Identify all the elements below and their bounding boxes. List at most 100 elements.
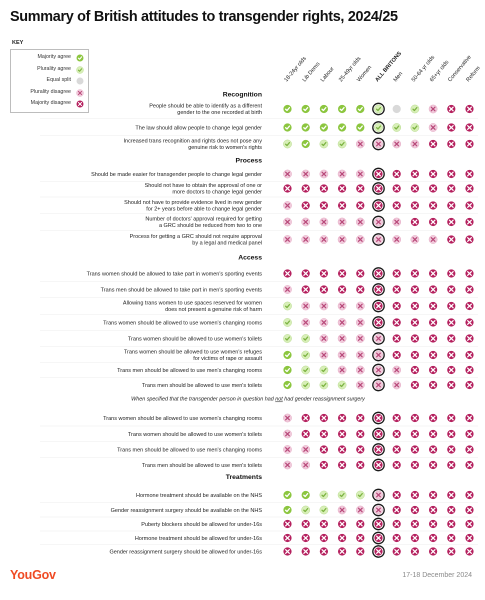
status-marker	[337, 318, 347, 327]
status-marker	[301, 533, 310, 543]
status-marker	[465, 269, 474, 278]
row-label: People should be able to identify as a d…	[149, 104, 262, 110]
status-marker	[283, 365, 292, 375]
status-marker	[283, 350, 292, 360]
status-marker	[372, 332, 385, 345]
row-label: Trans women should be allowed to use wom…	[124, 350, 262, 356]
status-marker	[392, 505, 401, 515]
status-marker	[355, 380, 365, 390]
status-marker	[338, 413, 347, 423]
status-marker	[319, 104, 328, 114]
status-marker	[337, 490, 347, 500]
table-row: The law should allow people to change le…	[40, 121, 478, 136]
status-marker	[337, 365, 347, 375]
row-label: Trans women should be allowed to use wom…	[128, 432, 262, 438]
status-marker	[429, 334, 438, 343]
status-marker	[355, 139, 365, 149]
status-marker	[301, 547, 310, 556]
status-marker	[319, 201, 328, 210]
legend-swatch-mark	[76, 54, 84, 62]
table-row: Process for getting a GRC should not req…	[130, 233, 474, 247]
row-label: Trans women should be allowed to use wom…	[128, 336, 262, 342]
status-marker	[410, 519, 419, 529]
status-marker	[319, 184, 328, 193]
status-marker	[356, 184, 365, 193]
table-row: Trans men should be allowed to use men's…	[40, 443, 478, 458]
status-marker	[372, 316, 385, 329]
status-marker	[372, 443, 385, 456]
legend-item: Plurality disagree	[11, 88, 88, 98]
status-marker	[447, 490, 456, 500]
status-marker	[410, 184, 419, 193]
status-marker	[283, 490, 292, 500]
status-marker	[447, 445, 456, 454]
status-marker	[465, 547, 474, 556]
status-marker	[465, 505, 474, 515]
status-marker	[372, 517, 385, 531]
status-marker	[283, 217, 292, 227]
status-marker	[355, 350, 365, 360]
status-marker	[372, 348, 385, 362]
legend-label: Majority agree	[37, 54, 71, 60]
row-label: Puberty blockers should be allowed for u…	[141, 522, 262, 528]
row-label: Should be made easier for transgender pe…	[91, 172, 262, 178]
status-marker	[410, 169, 419, 179]
table-row: Trans men should be allowed to take part…	[40, 283, 478, 298]
row-label: more doctors to change legal gender	[172, 190, 262, 196]
row-label: Process for getting a GRC should not req…	[130, 234, 262, 240]
row-label: Allowing trans women to use spaces reser…	[123, 301, 262, 307]
status-marker	[392, 547, 401, 556]
table-row: Should not have to obtain the approval o…	[40, 182, 478, 198]
status-marker	[392, 217, 402, 227]
status-marker	[337, 334, 347, 343]
status-marker	[355, 365, 365, 375]
status-marker	[356, 413, 365, 423]
status-marker	[447, 334, 456, 343]
status-marker	[319, 413, 328, 423]
status-marker	[410, 547, 419, 556]
status-marker	[355, 235, 365, 244]
status-marker	[356, 201, 365, 210]
status-marker	[301, 460, 311, 470]
row-label: for 2+ years before able to change legal…	[146, 207, 262, 213]
status-marker	[410, 217, 419, 227]
status-marker	[392, 380, 402, 390]
status-marker	[355, 490, 365, 500]
status-marker	[447, 350, 456, 360]
status-marker	[319, 301, 329, 311]
status-marker	[319, 318, 329, 327]
row-label: Increased trans recognition and rights d…	[123, 139, 262, 145]
status-marker	[372, 411, 385, 425]
status-marker	[338, 184, 347, 193]
legend-label: Majority disagree	[30, 100, 71, 106]
row-label: Trans men should be allowed to use men's…	[117, 447, 262, 453]
status-marker	[301, 123, 310, 132]
status-marker	[447, 201, 456, 210]
status-marker	[319, 533, 328, 543]
row-label: Gender reassignment surgery should be al…	[109, 549, 262, 555]
status-marker	[338, 547, 347, 556]
status-marker	[372, 199, 385, 212]
status-marker	[283, 519, 292, 529]
status-marker	[301, 350, 311, 360]
legend-swatch-mark	[76, 100, 84, 108]
status-marker	[447, 301, 456, 311]
status-marker	[283, 201, 292, 210]
row-label: a GRC should be reduced from two to one	[159, 223, 262, 229]
row-label: Trans women should be allowed to use wom…	[103, 320, 262, 326]
status-marker	[447, 123, 456, 132]
status-marker	[356, 285, 365, 294]
status-marker	[338, 533, 347, 543]
status-marker	[372, 378, 385, 392]
status-marker	[465, 184, 474, 193]
row-label: gender to the one recorded at birth	[177, 110, 262, 116]
status-marker	[283, 123, 292, 132]
status-marker	[410, 445, 419, 454]
status-marker	[283, 413, 292, 423]
status-marker	[429, 547, 438, 556]
table-row: Gender reassignment surgery should be al…	[109, 545, 474, 558]
status-marker	[447, 533, 456, 543]
status-marker	[410, 490, 419, 500]
status-marker	[301, 285, 310, 294]
status-marker	[355, 217, 365, 227]
